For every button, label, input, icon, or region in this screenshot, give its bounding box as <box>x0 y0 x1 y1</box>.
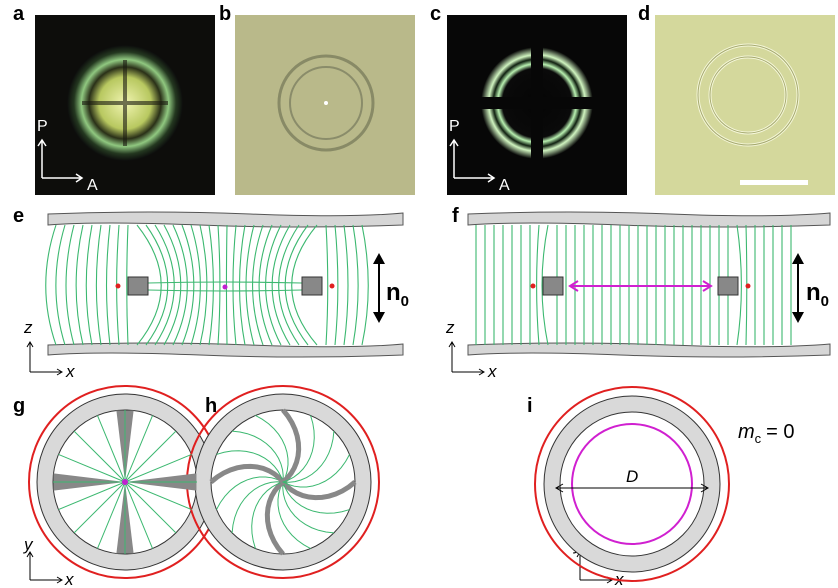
analyzer-label: A <box>499 177 510 194</box>
panel-label: g <box>13 395 25 417</box>
field-line <box>362 225 368 345</box>
rings <box>29 386 729 581</box>
field-line <box>335 225 338 345</box>
analyzer-label: A <box>87 177 98 194</box>
scale-bar <box>740 180 808 185</box>
field-line <box>253 225 263 345</box>
field-line <box>66 225 74 345</box>
field-line <box>218 225 220 345</box>
field-line <box>148 290 302 291</box>
field-line <box>191 225 200 345</box>
field-line <box>46 225 56 345</box>
field-line <box>96 225 101 345</box>
director-arrows <box>373 253 804 323</box>
micrograph-c <box>447 15 627 195</box>
panel-label: d <box>638 3 650 25</box>
axis-label: z <box>445 318 455 337</box>
micrograph-a <box>35 15 215 195</box>
field-line <box>344 225 348 345</box>
field-line <box>86 225 92 345</box>
panel-label: b <box>219 3 231 25</box>
axis-label: y <box>23 535 34 554</box>
field-line <box>182 225 194 345</box>
charge-label: mc= 0 <box>738 421 795 446</box>
director-label: n0 <box>386 279 409 310</box>
plates <box>48 212 830 357</box>
field-line <box>240 225 246 345</box>
field-line <box>155 225 174 345</box>
defects <box>116 277 751 295</box>
field-line <box>326 225 328 345</box>
field-line <box>537 225 539 345</box>
field-line <box>209 225 213 345</box>
director-label: n0 <box>806 279 829 310</box>
panel-label: f <box>452 205 459 227</box>
field-line <box>148 282 302 283</box>
diameter-label: D <box>626 467 638 486</box>
field-line <box>56 225 65 345</box>
polarizer-label: P <box>37 118 48 135</box>
axis-label: x <box>487 362 497 381</box>
field-line <box>272 225 290 345</box>
field-line <box>353 225 358 345</box>
panel-label: h <box>205 395 217 417</box>
figure: P A P A n0 n0 z x z x y x y x <box>0 0 838 588</box>
panel-label: c <box>430 3 441 25</box>
panel-label: e <box>13 205 24 227</box>
axis-label: x <box>65 362 75 381</box>
field-line <box>233 225 236 345</box>
panel-label: i <box>527 395 533 417</box>
panel-label: a <box>13 3 25 25</box>
core <box>122 479 128 485</box>
axis-label: z <box>23 318 33 337</box>
field-line <box>107 225 111 345</box>
field-line <box>164 225 181 345</box>
axis-label: x <box>64 570 74 588</box>
polarizer-label: P <box>449 118 460 135</box>
field-line <box>200 225 207 345</box>
field-line <box>76 225 83 345</box>
micrograph-b <box>235 15 415 195</box>
micrograph-d <box>655 15 835 195</box>
field-line <box>173 225 187 345</box>
field-line <box>226 225 227 345</box>
